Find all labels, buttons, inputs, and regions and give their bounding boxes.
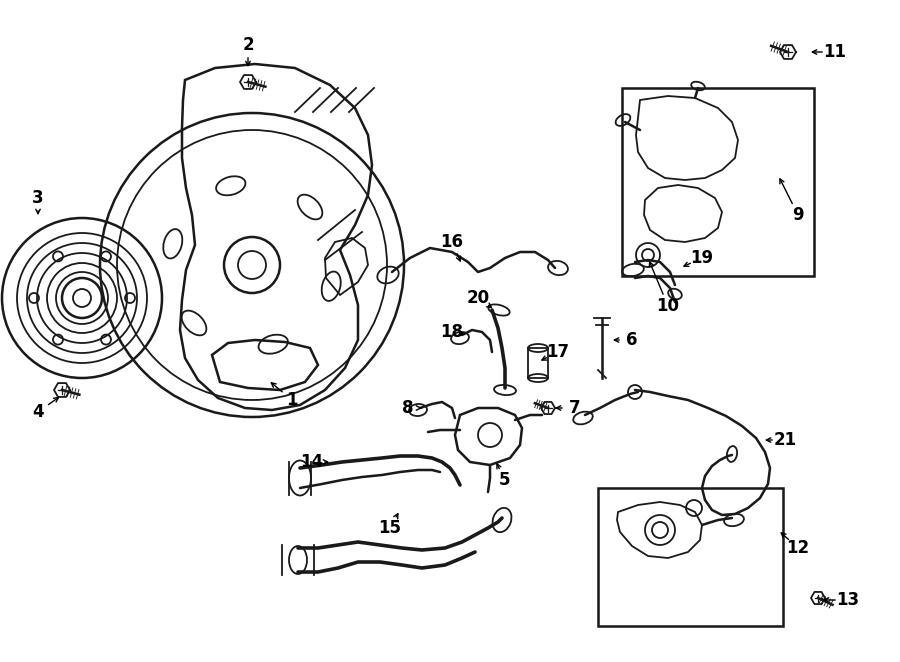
Text: 16: 16 — [440, 233, 464, 251]
Bar — [622, 88, 814, 276]
Text: 17: 17 — [546, 343, 570, 361]
Text: 3: 3 — [32, 189, 44, 207]
Text: 10: 10 — [656, 297, 680, 315]
Text: 6: 6 — [626, 331, 638, 349]
Text: 4: 4 — [32, 403, 44, 421]
Text: 15: 15 — [379, 519, 401, 537]
Bar — [598, 488, 783, 626]
Text: 2: 2 — [242, 36, 254, 54]
Text: 14: 14 — [301, 453, 324, 471]
Text: 19: 19 — [690, 249, 714, 267]
Text: 21: 21 — [773, 431, 796, 449]
Text: 1: 1 — [286, 391, 298, 409]
Text: 13: 13 — [836, 591, 860, 609]
Text: 9: 9 — [792, 206, 804, 224]
Text: 20: 20 — [466, 289, 490, 307]
Text: 8: 8 — [402, 399, 414, 417]
Text: 5: 5 — [500, 471, 511, 489]
Text: 18: 18 — [440, 323, 464, 341]
Text: 12: 12 — [787, 539, 810, 557]
Text: 7: 7 — [569, 399, 580, 417]
Text: 11: 11 — [824, 43, 847, 61]
